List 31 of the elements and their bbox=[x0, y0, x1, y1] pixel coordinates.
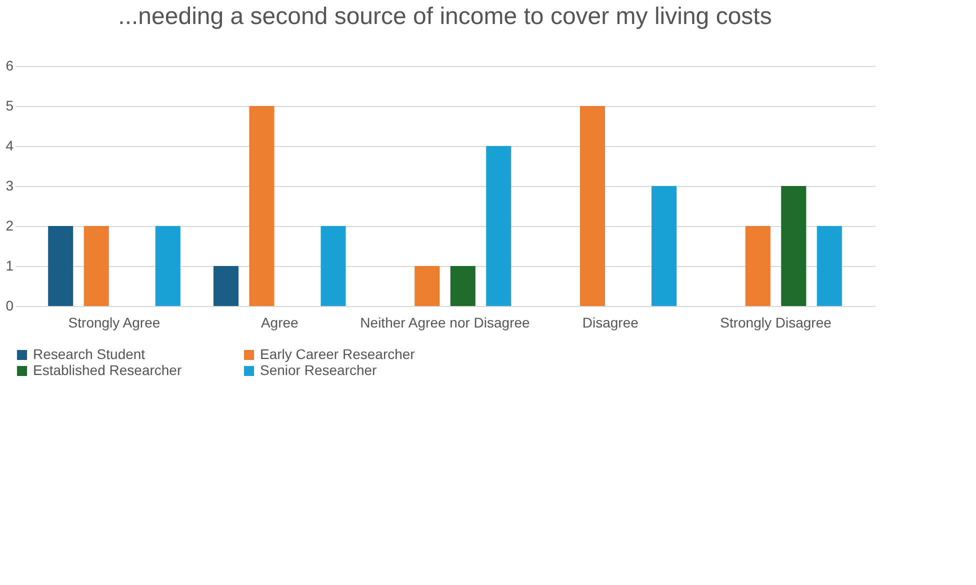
bar bbox=[213, 266, 238, 306]
bar bbox=[652, 186, 677, 306]
x-tick-label: Neither Agree nor Disagree bbox=[360, 314, 530, 330]
legend-label: Early Career Researcher bbox=[260, 346, 416, 362]
x-tick-label: Strongly Agree bbox=[68, 314, 160, 330]
bar bbox=[486, 146, 512, 306]
y-tick-label: 2 bbox=[6, 218, 14, 234]
bar bbox=[816, 226, 842, 306]
x-tick-label: Agree bbox=[260, 314, 299, 330]
bar bbox=[745, 226, 770, 306]
y-tick-label: 0 bbox=[6, 298, 14, 314]
bar bbox=[155, 226, 180, 306]
bar bbox=[320, 226, 346, 306]
bar bbox=[48, 226, 74, 306]
bar bbox=[84, 226, 109, 306]
bar bbox=[249, 106, 274, 306]
legend-label: Senior Researcher bbox=[260, 362, 378, 378]
bar bbox=[414, 266, 440, 306]
x-tick-label: Strongly Disagree bbox=[720, 314, 832, 330]
y-tick-label: 6 bbox=[6, 58, 14, 74]
bar bbox=[450, 266, 476, 306]
legend-label: Research Student bbox=[33, 346, 146, 362]
bar bbox=[580, 106, 606, 306]
y-tick-label: 5 bbox=[6, 98, 14, 114]
y-tick-label: 4 bbox=[6, 138, 14, 154]
y-tick-label: 1 bbox=[6, 258, 14, 274]
bar bbox=[781, 186, 806, 306]
x-tick-label: Disagree bbox=[582, 314, 639, 330]
chart-title: ...needing a second source of income to cover my living costs bbox=[118, 3, 772, 30]
y-tick-label: 3 bbox=[6, 178, 14, 194]
legend-label: Established Researcher bbox=[33, 362, 182, 378]
